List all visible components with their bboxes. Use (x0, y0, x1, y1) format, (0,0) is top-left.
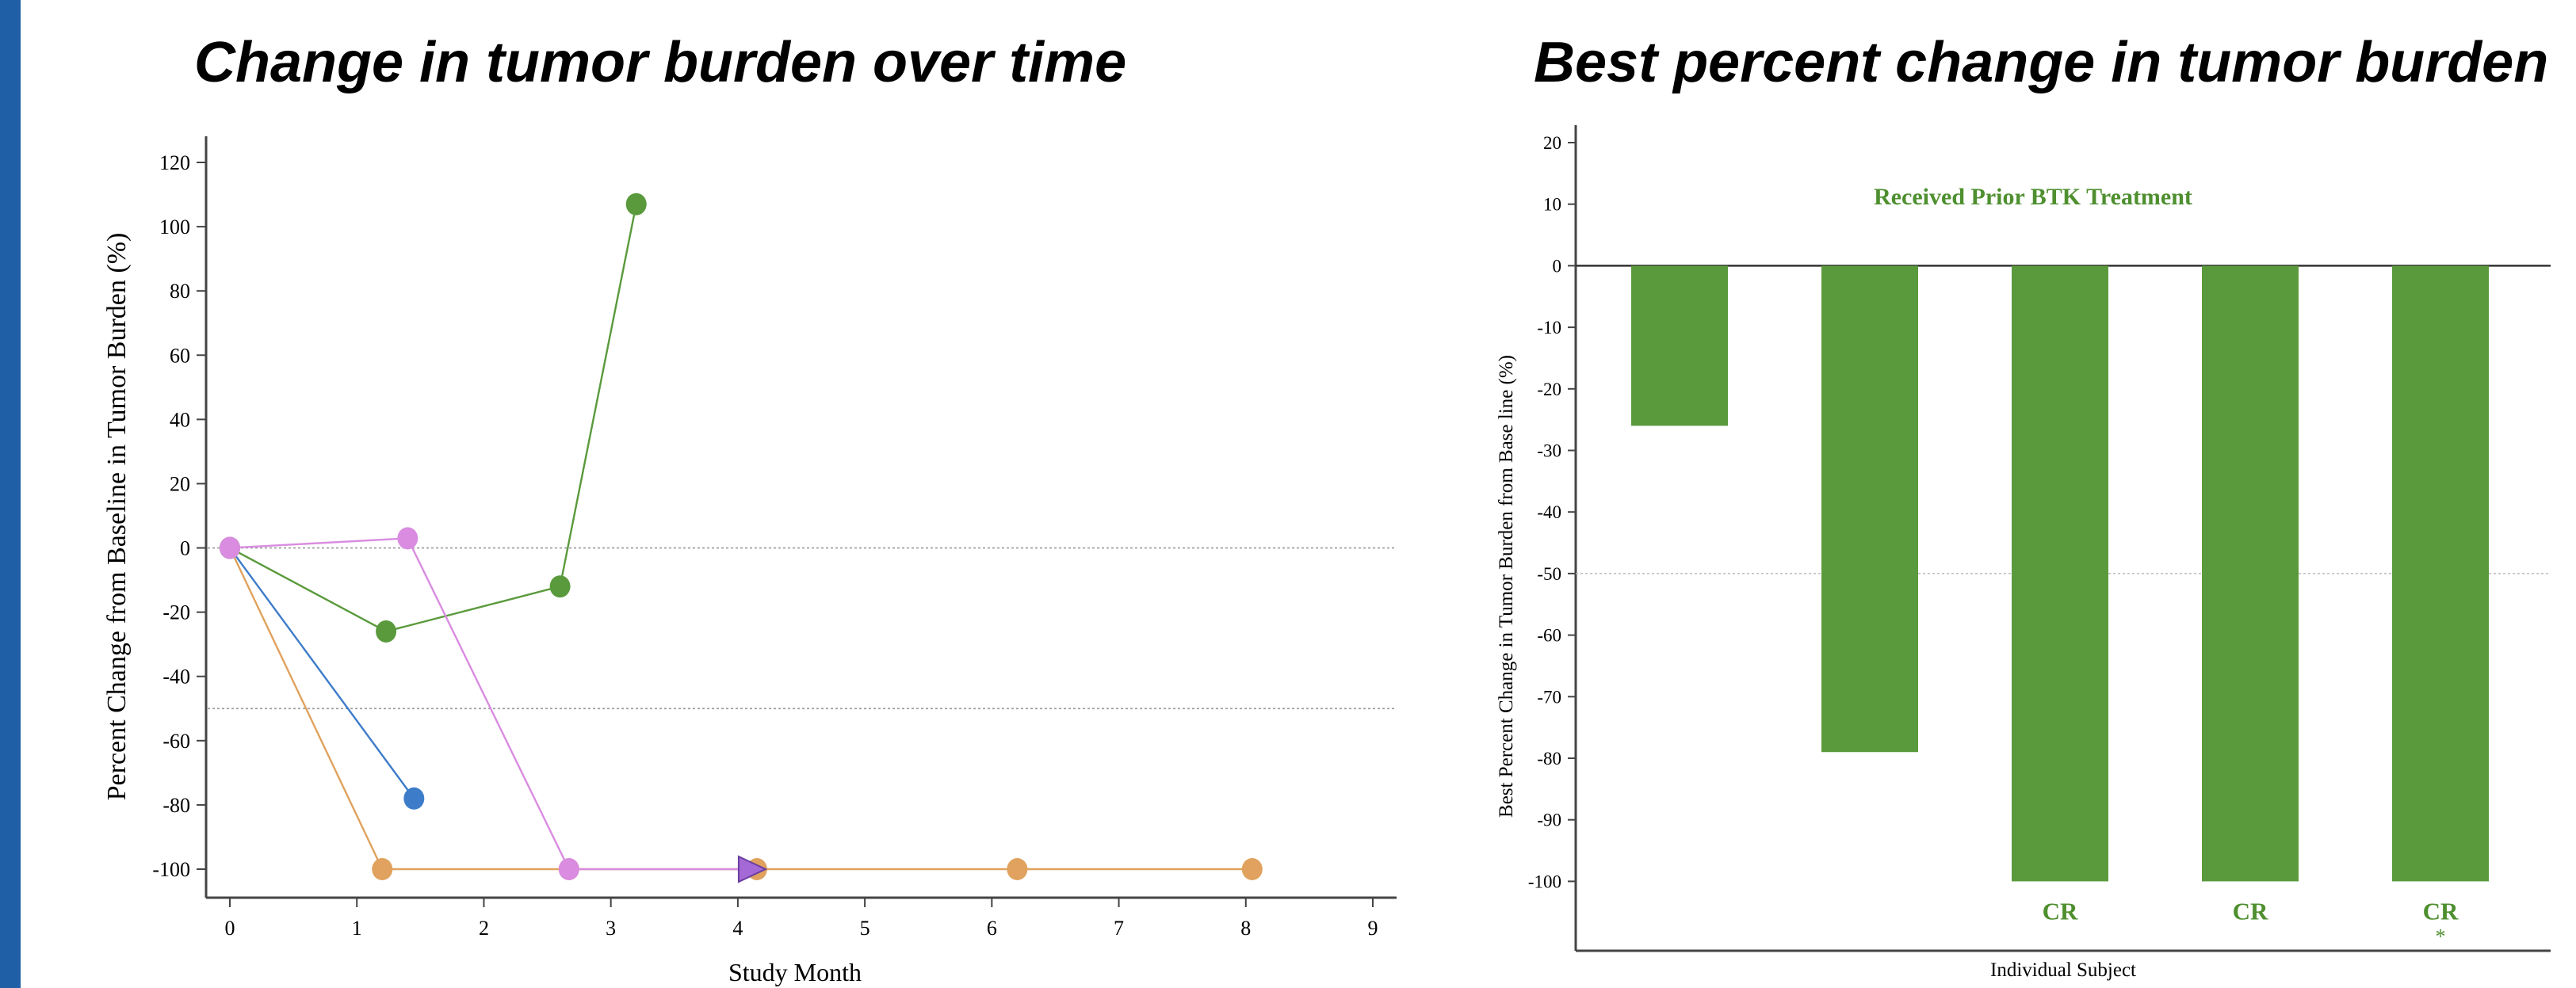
left-x-tick-label: 7 (1114, 917, 1124, 940)
left-y-tick-label: -80 (162, 794, 190, 817)
left-series-pink-triangle-marker (737, 855, 768, 883)
left-y-tick-label: 0 (180, 537, 190, 560)
right-y-tick-label: 10 (1543, 195, 1561, 215)
right-y-tick-label: -100 (1528, 872, 1561, 891)
left-y-tick-label: 80 (170, 280, 190, 303)
left-x-tick-label: 0 (225, 917, 235, 940)
left-series-pink-line (229, 537, 751, 871)
right-y-tick-label: -90 (1537, 811, 1561, 830)
left-x-tick-label: 6 (987, 917, 997, 940)
right-y-tick-label: -60 (1537, 626, 1561, 646)
left-series-green-point (376, 620, 397, 643)
right-bar (2202, 265, 2299, 882)
right-chart-title: Best percent change in tumor burden (1534, 31, 2549, 94)
left-y-tick-label: -60 (162, 730, 190, 753)
left-series-orange-point (1007, 858, 1028, 880)
right-bar (1631, 265, 1728, 426)
right-y-tick-label: 20 (1543, 133, 1561, 153)
left-x-tick-label: 4 (732, 917, 743, 940)
left-series-pink-point (558, 858, 579, 880)
left-y-tick-label: 100 (159, 216, 190, 238)
right-y-tick-label: -10 (1537, 318, 1561, 338)
left-x-tick-label: 3 (606, 917, 616, 940)
left-series-orange-point (1241, 858, 1263, 880)
best-percent-change-chart: 20 10 0 -10 -20 -30 -40 -50 -60 -70 -80 -90 -100 CR C… (1496, 125, 2551, 981)
right-y-tick-label: -70 (1537, 687, 1561, 707)
right-y-tick-label: -80 (1537, 749, 1561, 769)
left-series-green-line (229, 204, 637, 633)
left-series-pink-point (397, 527, 419, 550)
left-series-blue-line (229, 547, 415, 799)
right-x-axis-label: Individual Subject (1990, 959, 2136, 981)
left-chart-title: Change in tumor burden over time (194, 31, 1127, 94)
left-reference-lines (208, 547, 1397, 710)
left-series-pink-point (220, 536, 240, 559)
left-x-tick-label: 5 (860, 917, 870, 940)
tumor-burden-over-time-chart: 120 100 80 60 40 20 0 -20 -40 -60 -80 -100 0 1 2 3 4 5 6 7… (102, 136, 1397, 986)
right-y-tick-label: -40 (1537, 502, 1561, 522)
accent-bar (0, 0, 21, 988)
right-bar-mark: * (2436, 925, 2446, 948)
left-y-tick-label: 20 (170, 472, 190, 495)
left-x-tick-label: 9 (1368, 917, 1378, 940)
left-series-green-point (625, 193, 647, 216)
right-y-tick-label: -20 (1537, 380, 1561, 399)
right-y-tick-label: 0 (1553, 256, 1562, 276)
left-x-axis-label: Study Month (728, 958, 862, 986)
left-y-tick-label: 60 (170, 344, 190, 367)
left-series-group (220, 193, 1263, 883)
right-bar-label: CR (2043, 897, 2078, 925)
right-y-tick-label: -50 (1537, 564, 1561, 584)
left-y-axis-label: Percent Change from Baseline in Tumor Bu… (102, 233, 132, 801)
left-x-tick-label: 1 (352, 917, 362, 940)
left-series-orange-point (372, 858, 393, 880)
left-x-tick-label: 8 (1240, 917, 1251, 940)
right-y-tick-label: -30 (1537, 441, 1561, 461)
left-y-tick-label: 120 (159, 151, 190, 174)
left-y-tick-label: -100 (152, 858, 190, 881)
left-series-green-point (549, 575, 571, 598)
left-series-blue-point (403, 787, 425, 810)
left-x-tick-label: 2 (479, 917, 489, 940)
right-bars-group: CR CR CR* (1631, 265, 2489, 948)
right-y-axis-label: Best Percent Change in Tumor Burden from… (1496, 355, 1517, 818)
right-bar-label: CR (2423, 897, 2459, 925)
right-bar (2392, 265, 2489, 882)
prior-btk-annotation: Received Prior BTK Treatment (1874, 184, 2192, 210)
right-bar (1821, 265, 1918, 753)
left-x-ticks: 0 1 2 3 4 5 6 7 8 9 (225, 898, 1378, 940)
left-y-tick-label: 40 (170, 408, 190, 431)
right-bar-label: CR (2233, 897, 2268, 925)
right-bar (2012, 265, 2108, 882)
left-y-tick-label: -20 (162, 601, 190, 624)
right-y-ticks: 20 10 0 -10 -20 -30 -40 -50 -60 -70 -80 -90 -100 (1528, 133, 1576, 891)
left-y-tick-label: -40 (162, 666, 190, 689)
left-y-ticks: 120 100 80 60 40 20 0 -20 -40 -60 -80 -100 (152, 151, 206, 881)
